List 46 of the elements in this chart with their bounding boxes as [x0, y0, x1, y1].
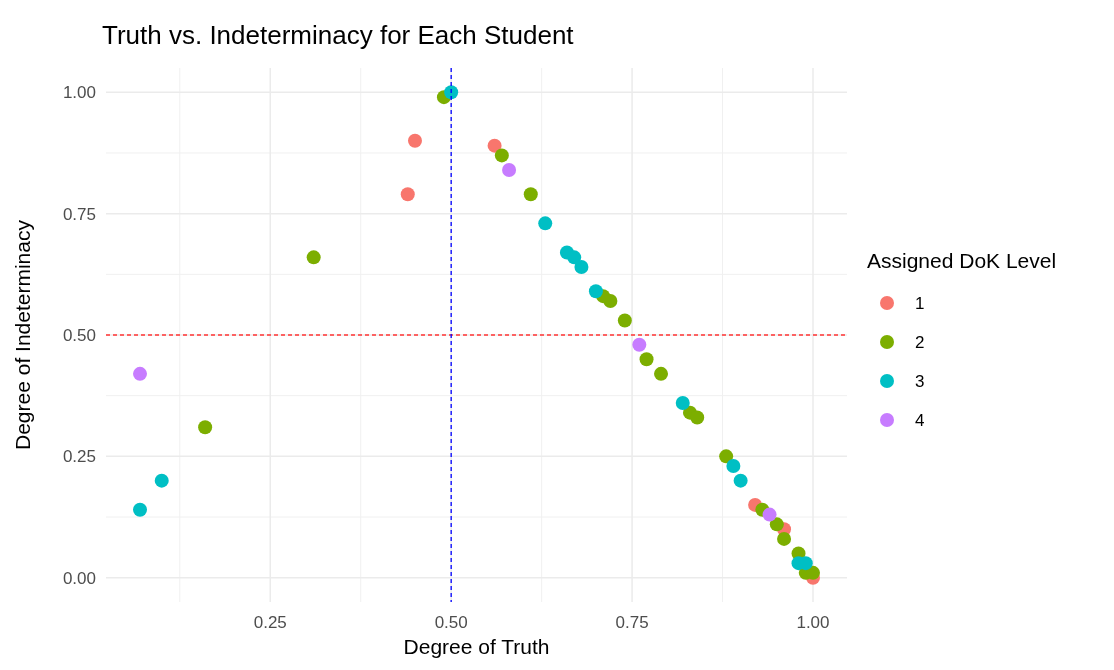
- legend-label: 4: [915, 411, 925, 430]
- point: [733, 473, 748, 488]
- point: [407, 133, 422, 148]
- y-tick-label: 0.50: [62, 326, 96, 345]
- x-tick-label: 0.25: [253, 613, 287, 632]
- point: [567, 250, 582, 265]
- point: [632, 337, 647, 352]
- x-tick-label: 1.00: [796, 613, 830, 632]
- point: [574, 260, 589, 275]
- point: [400, 187, 415, 202]
- point: [769, 517, 784, 532]
- legend-title: Assigned DoK Level: [867, 249, 1057, 272]
- point: [133, 366, 148, 381]
- y-tick-label: 1.00: [62, 83, 96, 103]
- point: [444, 85, 459, 100]
- point: [523, 187, 538, 202]
- point: [719, 449, 734, 464]
- x-axis-title: Degree of Truth: [403, 635, 550, 658]
- legend-label: 2: [915, 333, 925, 352]
- y-tick-label: 0.25: [62, 447, 96, 467]
- point: [487, 138, 502, 153]
- point: [154, 473, 169, 488]
- y-tick-label: 0.00: [62, 568, 96, 588]
- point: [762, 507, 777, 522]
- point: [502, 162, 517, 177]
- legend-label: 3: [915, 372, 925, 391]
- y-axis-title: Degree of Indeterminacy: [11, 219, 34, 450]
- y-tick-label: 0.75: [62, 204, 96, 224]
- point: [198, 420, 213, 435]
- point: [654, 366, 669, 381]
- point: [306, 250, 321, 265]
- point: [588, 284, 603, 299]
- point: [538, 216, 553, 231]
- point: [675, 395, 690, 410]
- point: [639, 352, 654, 367]
- point: [494, 148, 509, 163]
- x-tick-label: 0.75: [615, 613, 649, 632]
- point: [690, 410, 705, 425]
- point: [133, 502, 148, 517]
- legend-label: 1: [915, 294, 925, 313]
- point: [617, 313, 632, 328]
- x-tick-label: 0.50: [434, 613, 468, 632]
- chart-title: Truth vs. Indeterminacy for Each Student: [102, 20, 575, 50]
- point: [603, 294, 618, 308]
- point: [777, 531, 792, 546]
- point: [726, 459, 741, 474]
